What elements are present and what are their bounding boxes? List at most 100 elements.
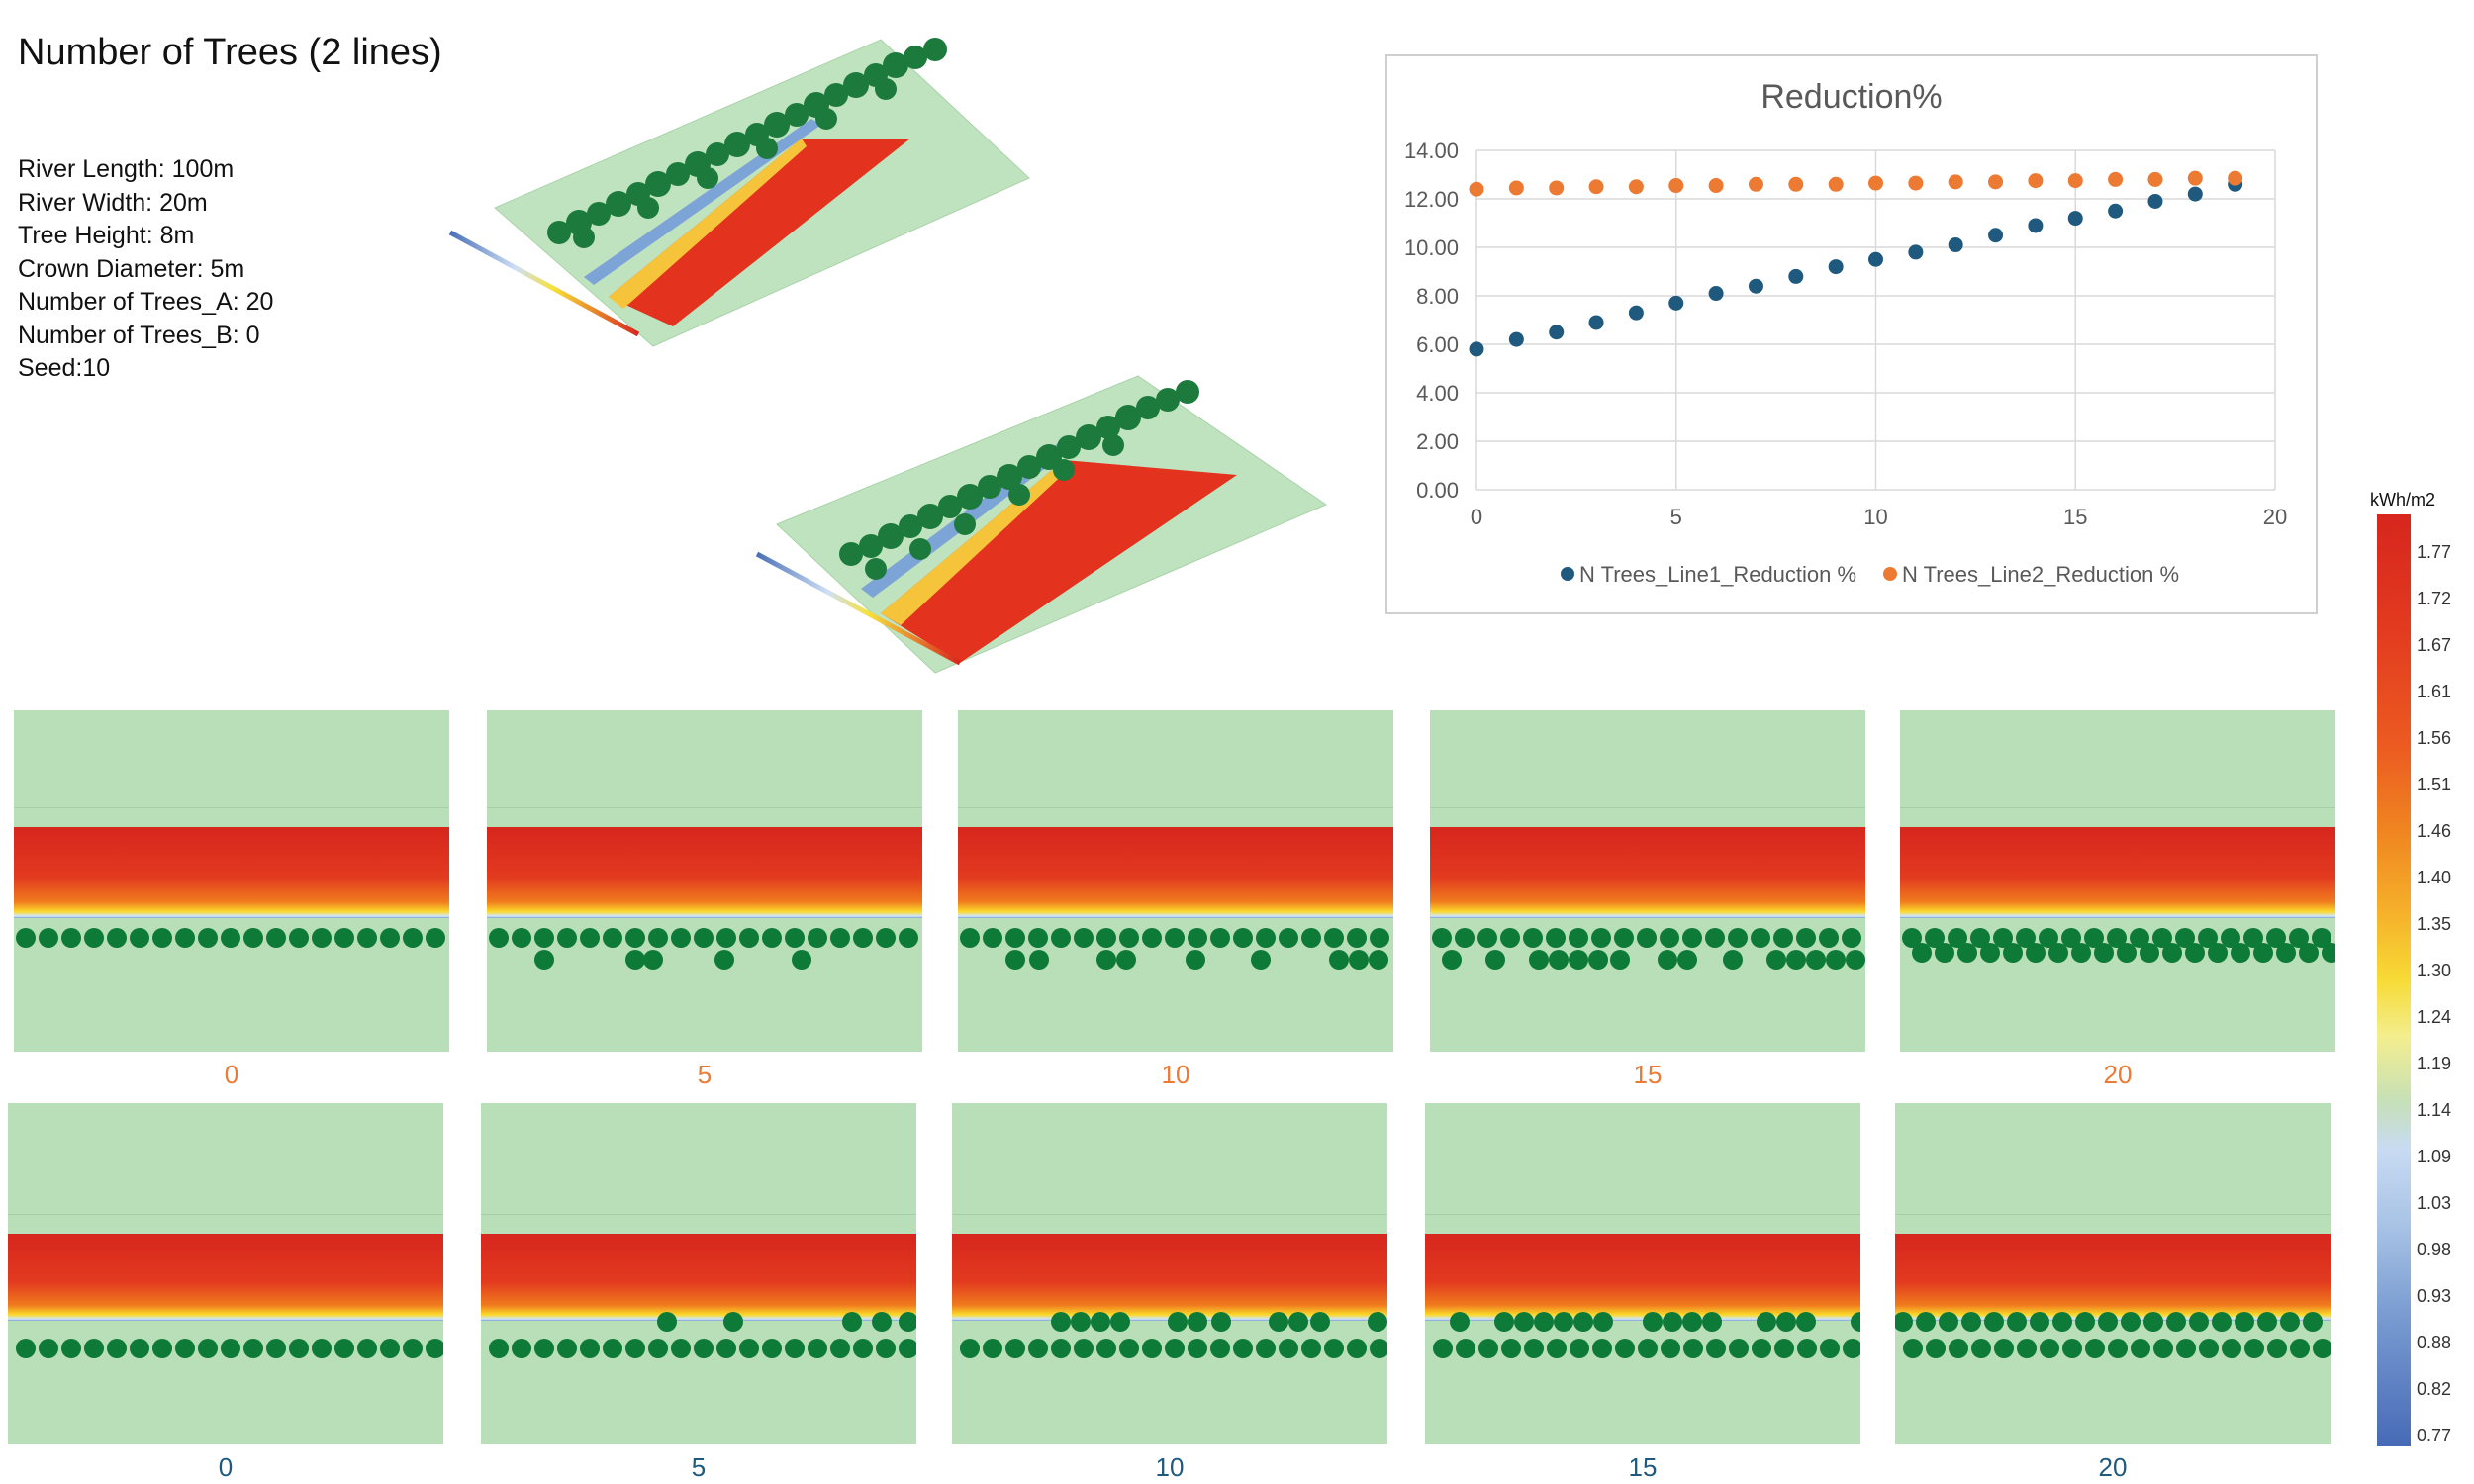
tree-marker (1682, 1312, 1702, 1332)
point-line1 (1708, 286, 1724, 302)
tree-marker (312, 1339, 332, 1358)
tree-marker (289, 1339, 309, 1358)
legend-tick-label: 1.46 (2417, 821, 2452, 841)
tree-marker (1279, 1339, 1298, 1358)
tree-marker (534, 928, 554, 948)
tree-marker (1370, 928, 1389, 948)
tree-marker (1477, 928, 1497, 948)
tree-marker (152, 928, 172, 948)
tree-marker (1188, 1312, 1207, 1332)
point-line2 (2067, 173, 2083, 189)
tree-marker (1637, 928, 1657, 948)
tree-marker (2212, 1312, 2232, 1332)
x-tick-label: 10 (1863, 505, 1887, 529)
tree-marker (648, 1339, 668, 1358)
point-line2 (1588, 179, 1604, 195)
tree-marker (694, 928, 714, 948)
tree-marker (2140, 943, 2159, 963)
tree-marker (2322, 943, 2335, 963)
tree-marker (899, 928, 918, 948)
tree-marker (603, 928, 622, 948)
point-line1 (1469, 341, 1484, 357)
tree-marker (1949, 1339, 1968, 1358)
tree-marker (512, 928, 531, 948)
tree-marker (739, 1339, 759, 1358)
tree-marker (1442, 950, 1462, 970)
param-tree-height: Tree Height: 8m (18, 222, 195, 249)
tree-marker (2280, 1312, 2300, 1332)
tree-marker (1524, 1339, 1544, 1358)
tree-marker (648, 928, 668, 948)
tree-marker (1051, 928, 1071, 948)
point-line2 (1948, 174, 1963, 190)
bank-line (14, 807, 449, 808)
bottom-row-label: 5 (691, 1452, 707, 1482)
river-heatmap (1425, 1234, 1860, 1321)
tree-marker (1029, 950, 1049, 970)
legend-tick-label: 0.82 (2417, 1379, 2452, 1399)
bottom-row-panel (1895, 1103, 2331, 1444)
river-heatmap (1895, 1234, 2331, 1321)
bank-line (1900, 807, 2335, 808)
tree-marker (534, 1339, 554, 1358)
tree-marker (130, 1339, 149, 1358)
tree-marker (580, 928, 600, 948)
tree-marker (1005, 950, 1025, 970)
tree-marker (1051, 1312, 1071, 1332)
top-row-panel (1900, 710, 2335, 1052)
parameter-list: River Length: 100m River Width: 20m Tree… (18, 153, 273, 386)
tree-marker (2026, 943, 2046, 963)
tree-marker (2017, 1339, 2037, 1358)
bank-line (1425, 1214, 1860, 1215)
tree-marker (1074, 928, 1094, 948)
tree-marker (1119, 1339, 1139, 1358)
tree-marker (1324, 928, 1344, 948)
tree-marker (625, 928, 645, 948)
tree-marker (1456, 1339, 1475, 1358)
tree-marker (221, 928, 240, 948)
tree-marker (1926, 1339, 1946, 1358)
tree-marker (1233, 1339, 1253, 1358)
point-line2 (2187, 170, 2203, 186)
tree-marker (2176, 1339, 2196, 1358)
tree-marker (84, 928, 104, 948)
tree-marker (1961, 1312, 1981, 1332)
y-tick-label: 8.00 (1416, 284, 1459, 309)
tree-marker (2098, 1312, 2118, 1332)
tree-marker (61, 1339, 81, 1358)
tree-marker (266, 928, 286, 948)
tree-marker (1706, 1339, 1726, 1358)
river-heatmap (1900, 827, 2335, 918)
tree-marker (1776, 1312, 1796, 1332)
river-heatmap (8, 1234, 443, 1321)
tree-marker (716, 928, 736, 948)
tree-marker (2199, 1339, 2219, 1358)
legend-tick-label: 1.56 (2417, 728, 2452, 748)
point-line2 (1668, 178, 1684, 194)
legend-tick-label: 1.35 (2417, 914, 2452, 934)
top-row-label: 0 (224, 1060, 239, 1089)
tree-marker (380, 1339, 400, 1358)
tree-marker (107, 1339, 127, 1358)
tree-marker (785, 928, 805, 948)
top-row-panel (487, 710, 922, 1052)
tree-marker (1005, 1339, 1025, 1358)
tree-marker (1806, 950, 1826, 970)
tree-marker (152, 1339, 172, 1358)
tree-marker (1168, 1312, 1188, 1332)
tree-marker (130, 928, 149, 948)
tree-marker (1939, 1312, 1958, 1332)
tree-marker (1774, 1339, 1794, 1358)
point-line1 (1508, 331, 1524, 347)
tree-marker (1165, 928, 1185, 948)
tree-marker (266, 1339, 286, 1358)
top-row-label: 5 (697, 1060, 713, 1089)
tree-marker (1895, 1312, 1913, 1332)
bank-line (958, 807, 1393, 808)
tree-marker (1324, 1339, 1344, 1358)
tree-marker (289, 928, 309, 948)
top-row-label: 20 (2103, 1060, 2133, 1089)
legend-tick-label: 1.51 (2417, 775, 2452, 794)
point-line2 (1549, 180, 1565, 196)
tree-marker (1615, 1339, 1635, 1358)
